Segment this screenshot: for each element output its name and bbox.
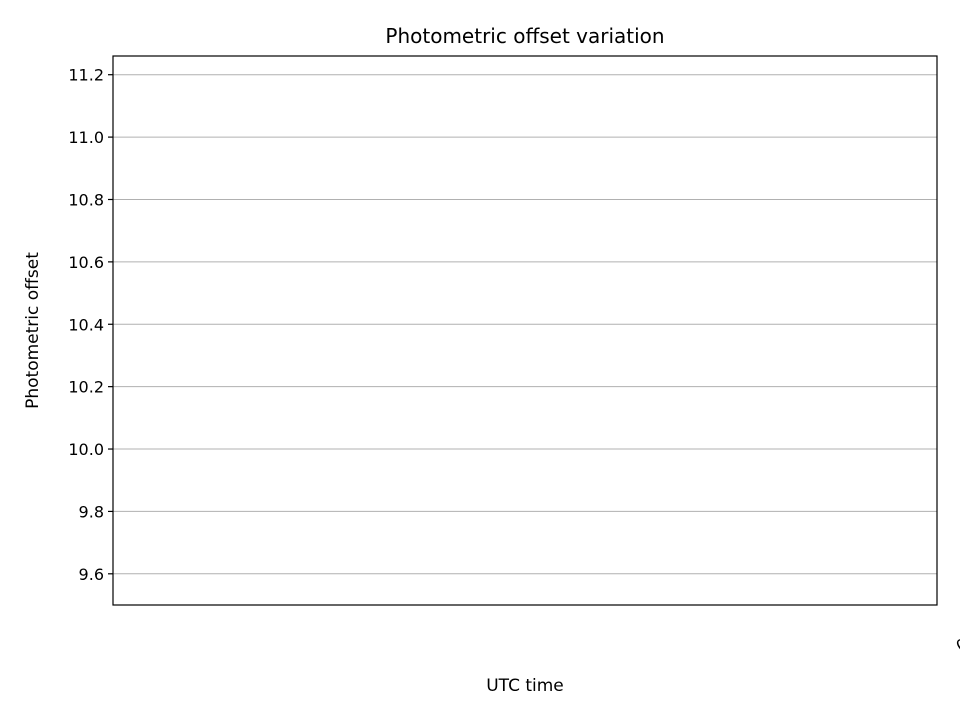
y-tick-label: 9.6 (79, 565, 104, 584)
chart-title: Photometric offset variation (385, 24, 664, 48)
y-tick-label: 10.4 (68, 315, 104, 334)
plot-frame (112, 55, 938, 606)
y-tick-label: 11.2 (68, 66, 104, 85)
y-tick-label: 10.6 (68, 253, 104, 272)
y-tick-label: 10.0 (68, 440, 104, 459)
y-tick-label: 10.2 (68, 378, 104, 397)
x-axis-label: UTC time (486, 676, 564, 696)
grid-lines (113, 74, 937, 575)
y-tick-label: 10.8 (68, 190, 104, 209)
y-tick-label: 9.8 (79, 502, 104, 521)
axis-ticks: 18:0019:0020:0021:0022:0023:0000:0001:00… (68, 66, 960, 656)
y-axis-label: Photometric offset (23, 252, 43, 409)
y-tick-label: 11.0 (68, 128, 104, 147)
